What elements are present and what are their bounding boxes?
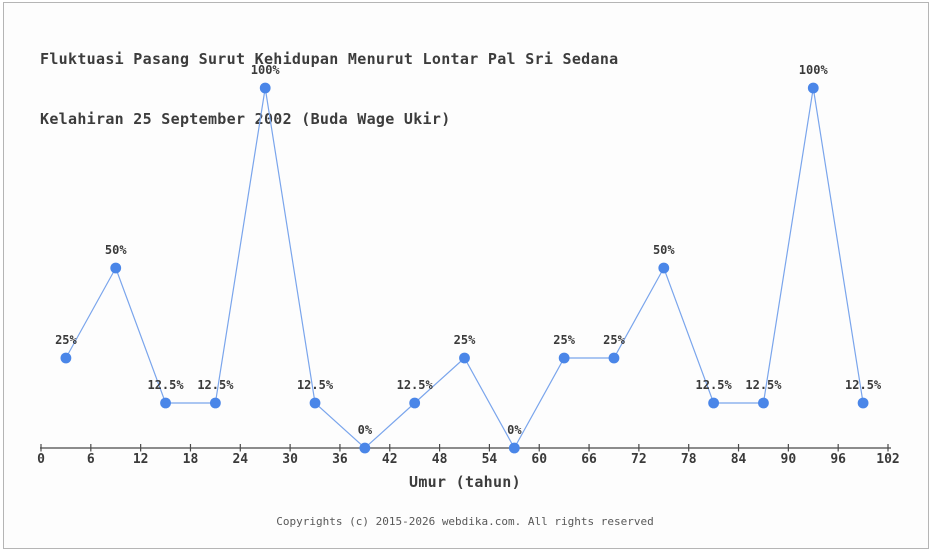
x-tick-label: 36: [332, 452, 348, 467]
chart-title-line2: Kelahiran 25 September 2002 (Buda Wage U…: [40, 110, 451, 128]
data-point-label: 100%: [799, 63, 829, 77]
data-line: [65, 87, 864, 450]
data-point-label: 12.5%: [696, 378, 733, 392]
data-point-label: 25%: [603, 333, 625, 347]
data-point: [807, 82, 819, 94]
data-point: [209, 397, 221, 409]
data-point-label: 12.5%: [845, 378, 882, 392]
data-point-label: 12.5%: [297, 378, 334, 392]
x-tick-label: 72: [631, 452, 647, 467]
data-point-label: 50%: [653, 243, 675, 257]
data-point: [60, 352, 72, 364]
x-axis-label: Umur (tahun): [409, 473, 521, 491]
x-tick-label: 48: [432, 452, 448, 467]
data-point: [309, 397, 321, 409]
data-point: [758, 397, 769, 409]
data-point: [459, 352, 470, 364]
data-point-label: 100%: [251, 63, 281, 77]
chart-title: Fluktuasi Pasang Surut Kehidupan Menurut…: [40, 9, 619, 169]
x-tick-label: 66: [581, 452, 597, 467]
data-point: [508, 442, 520, 454]
x-tick-label: 78: [681, 452, 697, 467]
x-tick-label: 54: [482, 452, 498, 467]
data-point-label: 12.5%: [147, 378, 184, 392]
data-point-label: 25%: [55, 333, 77, 347]
data-point: [160, 397, 171, 409]
data-point: [708, 397, 720, 409]
data-point: [608, 352, 620, 364]
x-tick-label: 96: [830, 452, 846, 467]
data-point-label: 0%: [358, 423, 373, 437]
copyright-text: Copyrights (c) 2015-2026 webdika.com. Al…: [276, 515, 654, 528]
x-tick-label: 102: [876, 452, 899, 467]
x-tick-label: 12: [133, 452, 149, 467]
data-point: [658, 262, 670, 274]
x-tick-label: 42: [382, 452, 398, 467]
x-tick-label: 0: [37, 452, 45, 467]
chart-title-line1: Fluktuasi Pasang Surut Kehidupan Menurut…: [40, 50, 619, 68]
data-point-label: 25%: [553, 333, 575, 347]
data-point: [259, 82, 271, 94]
x-tick-label: 6: [87, 452, 95, 467]
data-point-label: 25%: [454, 333, 476, 347]
data-point: [558, 352, 570, 364]
data-point-label: 0%: [507, 423, 522, 437]
data-point-label: 50%: [105, 243, 127, 257]
data-point: [857, 397, 869, 409]
data-point: [359, 442, 371, 454]
x-tick-label: 90: [781, 452, 797, 467]
data-point-label: 12.5%: [197, 378, 234, 392]
data-point: [409, 397, 421, 409]
data-point: [110, 262, 122, 274]
x-tick-label: 60: [531, 452, 547, 467]
x-tick-label: 84: [731, 452, 747, 467]
x-tick-label: 18: [183, 452, 199, 467]
x-tick-label: 30: [282, 452, 298, 467]
data-point-label: 12.5%: [745, 378, 782, 392]
data-point-label: 12.5%: [397, 378, 434, 392]
chart-frame-border: [3, 2, 929, 549]
x-tick-label: 24: [232, 452, 248, 467]
